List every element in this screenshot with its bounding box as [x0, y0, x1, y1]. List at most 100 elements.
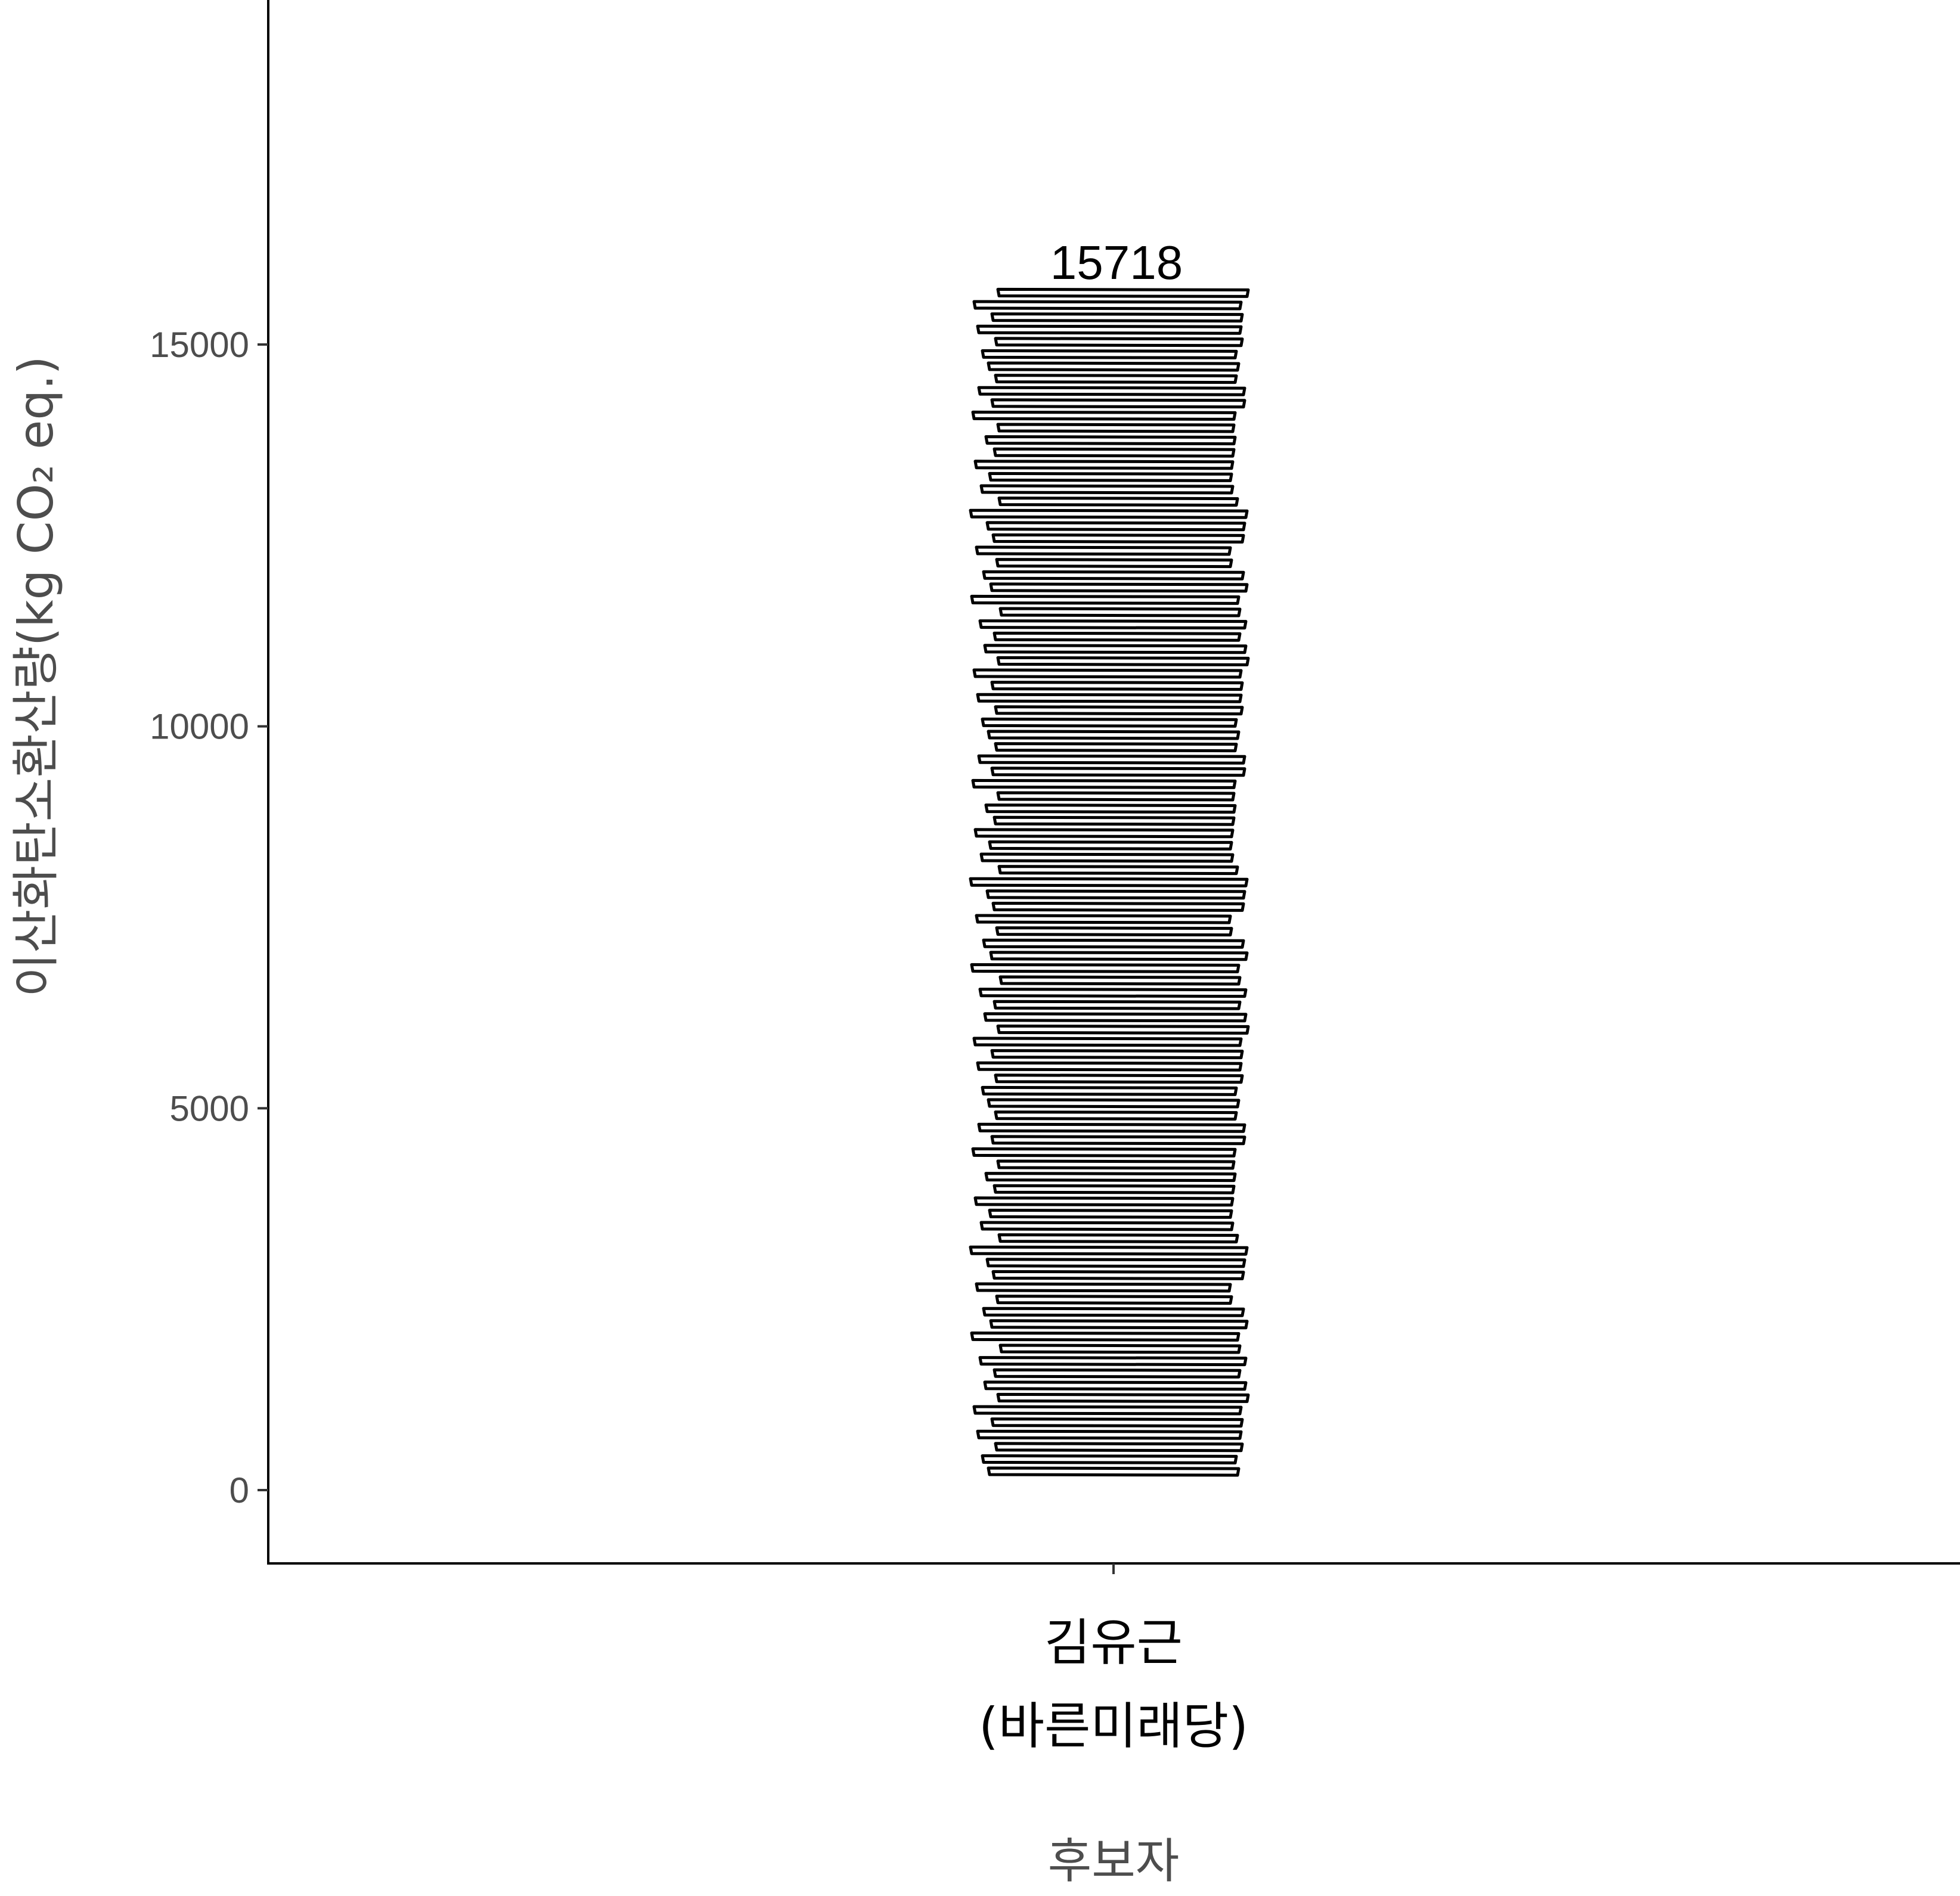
bar-value-label: 15718	[1050, 236, 1183, 289]
y-tick-label: 5000	[170, 1088, 249, 1128]
bar-sheet	[988, 840, 1233, 851]
bar-sheet	[976, 1061, 1243, 1072]
bar-sheet	[977, 386, 1246, 396]
bar-sheet	[996, 423, 1236, 433]
bar-sheet	[979, 852, 1235, 863]
bar-sheet	[993, 815, 1236, 826]
bar-sheet	[976, 324, 1243, 335]
bar-sheet	[987, 361, 1240, 372]
bar-sheet	[971, 1147, 1237, 1158]
bar-sheet	[970, 963, 1240, 973]
bar-sheet	[981, 1085, 1238, 1096]
y-tick-label: 10000	[150, 707, 249, 747]
bar-sheet	[989, 1319, 1249, 1330]
bar-sheet	[969, 508, 1249, 519]
x-category-label: 김유근	[1044, 1613, 1183, 1672]
x-axis-title: 후보자	[1048, 1833, 1180, 1889]
bar-sheet	[998, 1343, 1242, 1354]
bar-sheet	[985, 889, 1246, 900]
bar-sheet	[970, 594, 1240, 605]
bar-sheet	[995, 558, 1233, 569]
bar-sheet	[994, 1110, 1238, 1121]
bar-sheet	[973, 1196, 1235, 1207]
bar-sheet	[978, 619, 1248, 630]
bar-sheet	[982, 938, 1245, 949]
bar-sheet	[994, 742, 1238, 753]
bar-sheet	[991, 901, 1245, 912]
bar-sheet	[982, 1307, 1245, 1317]
bar-sheet	[977, 754, 1246, 765]
bar-sheet	[998, 975, 1242, 986]
y-tick-label: 0	[230, 1470, 249, 1510]
bar-sheet	[981, 717, 1238, 728]
bar-sheet	[970, 1331, 1240, 1342]
bar-sheet	[996, 1024, 1250, 1035]
bar-sheet	[994, 1073, 1244, 1084]
bar-sheet	[988, 1208, 1233, 1219]
bar-sheet	[996, 1392, 1250, 1403]
bar-sheet	[996, 656, 1250, 666]
bar-sheet	[981, 1454, 1238, 1464]
bar-sheet	[972, 668, 1243, 679]
bar-sheet	[990, 767, 1246, 777]
bar-sheet	[996, 287, 1250, 298]
bar-sheet	[995, 926, 1233, 937]
bar-sheet	[994, 705, 1244, 716]
bar-sheet	[995, 1295, 1233, 1305]
x-ticks: 김유근 (바른미래당)	[979, 1563, 1248, 1755]
bar-sheet	[991, 1270, 1245, 1280]
bar-sheet	[989, 582, 1249, 593]
bar-sheet	[976, 693, 1243, 703]
bar-sheet	[990, 1049, 1244, 1060]
bar-sheet	[979, 1221, 1235, 1231]
bar-sheet	[984, 803, 1237, 814]
bar-sheet	[976, 1429, 1243, 1440]
y-ticks: 0 5000 10000 15000	[150, 325, 268, 1510]
bar-sheet	[985, 1258, 1246, 1268]
bar-sheet	[988, 471, 1233, 482]
bars-layer: 15718	[969, 236, 1250, 1477]
bar-sheet	[993, 631, 1242, 642]
bar-sheet	[991, 533, 1245, 544]
bar-sheet	[975, 1282, 1232, 1293]
bar-sheet	[983, 1380, 1248, 1391]
bar-sheet	[978, 1356, 1248, 1367]
bar-sheet	[987, 1098, 1240, 1109]
bar-sheet	[993, 1000, 1242, 1010]
bar-sheet	[973, 460, 1235, 470]
bar-sheet	[990, 1135, 1246, 1146]
bar-sheet	[996, 791, 1236, 802]
bar-sheet	[977, 1122, 1246, 1133]
bar	[969, 287, 1250, 1477]
bar-sheet	[990, 681, 1244, 691]
bar-sheet	[971, 410, 1237, 421]
bar-sheet	[998, 607, 1242, 617]
bar-sheet	[982, 570, 1245, 581]
bar-sheet	[997, 865, 1239, 876]
bar-sheet	[987, 730, 1240, 740]
bar-sheet	[985, 521, 1246, 532]
bar-sheet	[972, 1405, 1243, 1416]
bar-sheet	[983, 1012, 1248, 1023]
x-category-label: (바른미래당)	[979, 1697, 1248, 1755]
bar-sheet	[993, 447, 1236, 458]
bar-sheet	[972, 300, 1243, 311]
bar-sheet	[993, 1184, 1236, 1194]
bar-sheet	[969, 877, 1249, 888]
bar-sheet	[997, 1233, 1239, 1244]
bar-sheet	[994, 1442, 1244, 1453]
bar-sheet	[994, 374, 1238, 384]
bar-sheet	[973, 828, 1235, 839]
y-axis-title: 이산화탄소환산량(kg CO₂ eq.)	[8, 356, 64, 997]
bar-sheet	[984, 435, 1237, 446]
bar-sheet	[990, 1417, 1244, 1428]
bar-sheet	[981, 349, 1238, 359]
bar-sheet	[990, 398, 1246, 409]
bar-sheet	[984, 1172, 1237, 1183]
bar-sheet	[978, 988, 1248, 998]
bar-sheet	[969, 1245, 1249, 1256]
bar-sheet	[983, 644, 1248, 654]
bar-sheet	[993, 1368, 1242, 1379]
bar-sheet	[971, 778, 1237, 789]
bar-sheet	[979, 484, 1235, 495]
